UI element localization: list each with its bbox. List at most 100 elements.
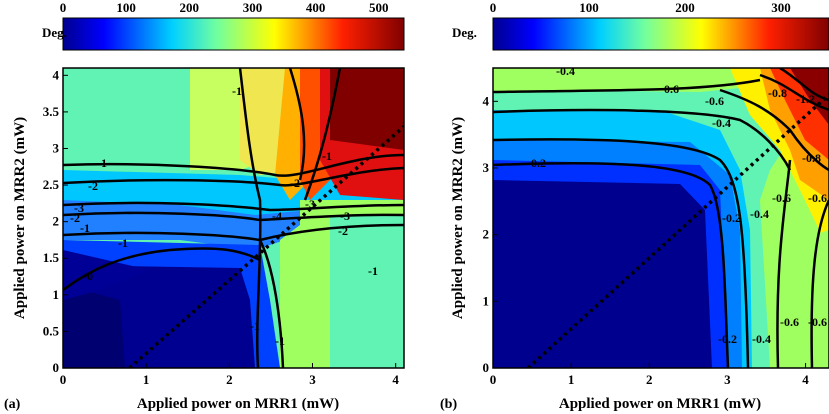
- contour-line-a-10: [258, 239, 285, 368]
- contour-label-a-6: -2: [290, 176, 300, 190]
- y-tick-label-b-1: 1: [483, 293, 490, 308]
- contour-label-b-9: -0.6: [772, 191, 791, 205]
- panel-a: Deg. 0 100 200 300 400 500: [4, 0, 405, 412]
- contour-line-a-6: [63, 247, 261, 292]
- panel-label-b: (b): [440, 397, 457, 412]
- colorbar-b-tick-0: 0: [490, 0, 497, 15]
- x-axis-label-b: Applied power on MRR1 (mW): [559, 396, 761, 412]
- x-ticks-a: 0 1 2 3 4: [60, 363, 399, 387]
- x-axis-label-a: Applied power on MRR1 (mW): [137, 396, 339, 412]
- y-tick-label-a-8: 4: [53, 67, 60, 82]
- x-tick-label-b-0: 0: [490, 372, 497, 387]
- colorbar-a-gradient: [62, 17, 405, 51]
- x-tick-label-a-1: 1: [143, 372, 150, 387]
- contour-label-a-10: -3: [340, 209, 350, 223]
- colorbar-a-tick-0: 0: [60, 0, 67, 15]
- colorbar-a-tick-2: 200: [180, 0, 200, 15]
- contour-label-b-12: -0.4: [750, 207, 769, 221]
- contour-line-b-8: [776, 159, 792, 368]
- y-ticks-a: 0 0.5 1 1.5 2 2.5 3 3.5 4: [43, 67, 68, 375]
- x-tick-label-b-2: 2: [646, 372, 653, 387]
- contour-label-b-11: -0.2: [722, 211, 741, 225]
- colorbar-a-tick-5: 500: [369, 0, 389, 15]
- contour-label-b-2: -0.6: [660, 82, 679, 96]
- contour-label-b-8: -0.8: [802, 151, 821, 165]
- region-navy2-a: [63, 285, 125, 368]
- colorbar-a-ticks: 0 100 200 300 400 500: [60, 0, 389, 15]
- region-aqua2-a: [330, 215, 404, 368]
- colorbar-b-ticks: 0 100 200 300: [490, 0, 791, 15]
- contour-label-b-5: -1.2: [796, 92, 815, 106]
- contour-label-a-12: -1: [80, 221, 90, 235]
- y-tick-label-b-2: 2: [483, 227, 490, 242]
- contour-label-b-6: -0.4: [712, 116, 731, 130]
- diagonal-dotted-line-b: [526, 93, 829, 368]
- contour-label-a-2: -1: [97, 156, 107, 170]
- contour-label-b-13: -0.2: [718, 332, 737, 346]
- y-tick-label-a-6: 3: [53, 140, 60, 155]
- y-axis-label-a: Applied power on MRR2 (mW): [12, 117, 28, 319]
- contour-label-a-11: -4: [272, 209, 282, 223]
- contour-lines-a: [63, 68, 404, 368]
- contour-line-b-1: [493, 78, 761, 94]
- x-ticks-b: 0 1 2 3 4: [490, 363, 809, 387]
- y-tick-label-a-2: 1: [53, 287, 60, 302]
- y-tick-label-b-4: 4: [483, 93, 490, 108]
- colorbar-b-tick-1: 100: [579, 0, 599, 15]
- x-tick-label-b-1: 1: [568, 372, 575, 387]
- x-tick-label-a-2: 2: [226, 372, 233, 387]
- contour-label-a-8: -3: [74, 201, 84, 215]
- contour-line-a-7: [238, 68, 262, 368]
- colorbar-a-tick-4: 400: [306, 0, 326, 15]
- y-tick-label-a-5: 2.5: [43, 177, 60, 192]
- y-ticks-b: 0 1 2 3 4: [483, 93, 498, 375]
- colorbar-b-gradient: [492, 17, 829, 51]
- y-tick-label-a-4: 2: [53, 214, 60, 229]
- x-tick-label-a-3: 3: [309, 372, 316, 387]
- contour-line-a-8: [288, 68, 306, 181]
- y-tick-label-a-3: 1.5: [43, 250, 60, 265]
- colorbar-b: Deg. 0 100 200 300: [452, 0, 829, 51]
- region-navy-b: [493, 180, 712, 368]
- contour-labels-a: -1 -1 -1 -1 -2 -2 -2 -3 -3 -3 -4 -1 -2 -…: [70, 84, 378, 348]
- contour-label-a-7: -2: [338, 224, 348, 238]
- contour-label-b-3: -0.6: [705, 94, 724, 108]
- panel-b: Deg. 0 100 200 300: [440, 0, 829, 412]
- contour-field-a: [63, 68, 404, 368]
- contour-label-a-5: -2: [88, 179, 98, 193]
- contour-line-a-1: [63, 153, 404, 177]
- colorbar-b-label: Deg.: [452, 25, 477, 40]
- contour-line-a-3: [63, 201, 404, 212]
- contour-line-b-4: [493, 161, 730, 368]
- contour-label-a-14: -1: [118, 236, 128, 250]
- colorbar-a-tick-3: 300: [243, 0, 263, 15]
- y-tick-label-a-1: 0.5: [43, 323, 60, 338]
- contour-label-a-17: -1: [275, 334, 285, 348]
- contour-line-b-5: [719, 88, 829, 172]
- contour-label-a-1: -1: [232, 84, 242, 98]
- contour-label-b-7: -0.2: [527, 156, 546, 170]
- y-axis-label-b: Applied power on MRR2 (mW): [450, 117, 466, 319]
- colorbar-a: Deg. 0 100 200 300 400 500: [42, 0, 405, 51]
- contour-label-b-14: -0.4: [752, 332, 771, 346]
- x-tick-label-a-0: 0: [60, 372, 67, 387]
- contour-labels-b: -0.4 -0.6 -0.6 -0.8 -1.2 -0.4 -0.2 -0.8 …: [527, 64, 827, 346]
- contour-line-b-9: [810, 199, 829, 368]
- contour-label-a-13: -2: [70, 211, 80, 225]
- diagonal-dotted-line-a: [128, 125, 404, 368]
- contour-label-a-16: -1: [250, 319, 260, 333]
- contour-label-b-1: -0.4: [556, 64, 575, 78]
- contour-field-b: [493, 68, 829, 368]
- y-tick-label-b-0: 0: [483, 360, 490, 375]
- colorbar-b-tick-2: 200: [675, 0, 695, 15]
- y-tick-label-a-7: 3.5: [43, 104, 60, 119]
- colorbar-a-tick-1: 100: [116, 0, 136, 15]
- colorbar-b-tick-3: 300: [771, 0, 791, 15]
- contour-label-a-4: -1: [368, 264, 378, 278]
- contour-label-a-15: -0: [83, 269, 93, 283]
- colorbar-a-label: Deg.: [42, 25, 67, 40]
- contour-label-b-4: -0.8: [768, 86, 787, 100]
- contour-label-b-16: -0.6: [808, 315, 827, 329]
- contour-label-b-10: -0.6: [808, 191, 827, 205]
